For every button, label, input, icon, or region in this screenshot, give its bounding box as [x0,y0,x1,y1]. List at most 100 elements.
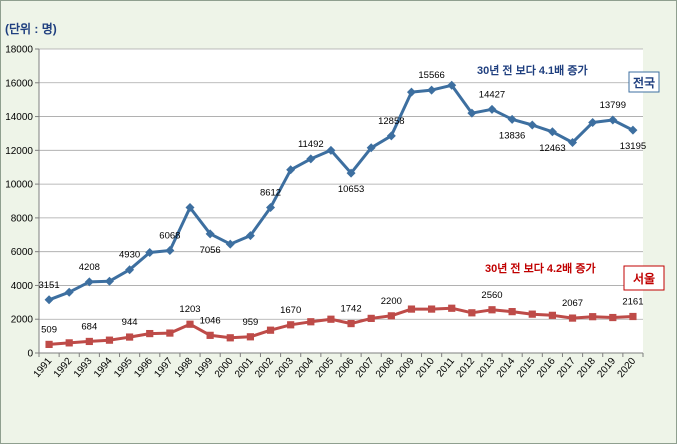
data-label: 2200 [381,296,402,307]
data-point [366,143,376,153]
data-point [609,313,617,322]
data-point [145,248,155,258]
data-point [105,336,114,344]
data-point [589,313,597,321]
gridlines [39,48,643,320]
data-point [65,339,73,347]
data-point [146,329,154,338]
data-point [327,315,335,323]
data-label: 4208 [79,262,100,273]
y-tick-label: 2000 [11,315,34,326]
data-label: 13799 [600,100,626,111]
data-point [287,321,295,329]
seoul-legend-box [623,265,665,291]
data-point [568,314,577,322]
x-tick-label: 2019 [595,356,618,380]
data-point [427,85,437,95]
data-point [44,295,54,305]
data-point [367,314,375,322]
data-point [104,276,114,286]
x-tick-label: 2014 [495,356,518,380]
data-label: 12858 [378,116,404,127]
x-tick-label: 1996 [132,356,155,380]
plot-area [39,49,643,353]
data-label: 2067 [562,298,583,309]
data-point [468,309,476,317]
national-legend-box [628,71,660,93]
data-label: 13195 [620,141,646,152]
data-point [205,229,215,239]
x-tick-label: 2017 [555,356,578,380]
data-point [447,80,457,90]
x-tick-label: 2018 [575,356,598,380]
data-point [508,308,516,316]
data-point [307,318,315,326]
x-tick-label: 1991 [32,356,55,380]
national-growth-annotation: 30년 전 보다 4.1배 증가 [477,63,588,77]
data-label: 1046 [200,315,221,326]
x-tick-label: 2006 [334,356,357,380]
national-legend-label: 전국 [633,75,655,90]
x-tick-label: 2004 [293,356,316,380]
y-tick-label: 12000 [5,146,33,157]
data-point [448,304,456,312]
data-point [245,231,255,241]
y-tick-label: 18000 [5,45,33,56]
data-point [246,333,254,341]
x-tick-label: 2001 [233,356,256,380]
data-point [628,125,638,135]
data-point [548,311,556,319]
x-tick-label: 2020 [616,356,639,380]
data-point [45,340,53,349]
data-point [225,239,235,249]
data-label: 3151 [38,280,59,291]
data-point [387,312,395,320]
data-label: 13836 [499,130,525,141]
data-point [84,277,94,287]
series-layer: 3151 4208 4930 6068 7056 8612 11492 10653 12858 1… [38,70,646,349]
data-label: 6068 [159,231,180,242]
data-point [266,326,275,334]
data-point [428,305,436,313]
data-label: 12463 [539,143,565,154]
x-tick-label: 2003 [273,356,296,380]
data-point [346,168,356,178]
seoul-legend-label: 서울 [633,271,655,286]
data-label: 10653 [338,184,364,195]
x-tick-label: 1992 [52,356,75,380]
x-tick-label: 2016 [535,356,558,380]
data-label: 1670 [280,305,301,316]
series-line [48,83,634,302]
x-tick-label: 2015 [515,356,538,380]
y-tick-label: 0 [27,349,33,360]
x-tick-label: 2012 [454,356,477,380]
data-label: 1203 [179,304,200,315]
y-tick-label: 14000 [5,112,33,123]
data-label: 684 [81,321,97,332]
data-point [507,114,517,124]
data-point [528,310,536,318]
x-tick-label: 2007 [354,356,377,380]
data-label: 944 [122,317,138,328]
x-tick-label: 2013 [475,356,498,380]
data-label: 14427 [479,89,505,100]
x-axis-ticks: 1991199219931994199519961997199819992000… [32,353,644,380]
data-point [467,108,477,118]
data-point [306,154,316,164]
x-tick-label: 1999 [193,356,216,380]
data-point [629,312,637,321]
data-label: 11492 [298,139,324,150]
x-tick-label: 2002 [253,356,276,380]
x-tick-label: 2005 [314,356,337,380]
data-point [165,246,175,256]
data-point [588,117,598,127]
data-point [186,320,194,328]
data-label: 8612 [260,188,281,199]
data-label: 7056 [200,245,221,256]
data-point [547,127,557,137]
data-label: 1742 [340,304,361,315]
seoul-growth-annotation: 30년 전 보다 4.2배 증가 [485,261,596,275]
data-point [266,203,276,213]
